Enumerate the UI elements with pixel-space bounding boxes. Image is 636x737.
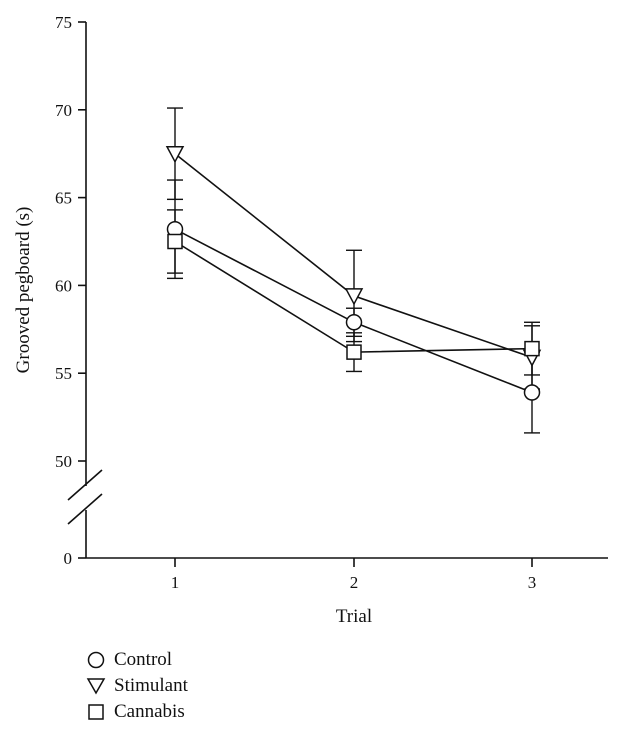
circle-marker-icon — [87, 651, 105, 669]
legend-label-control: Control — [114, 649, 173, 670]
y-axis-title: Grooved pegboard (s) — [13, 207, 34, 374]
markers-control — [166, 220, 541, 401]
axis-break — [67, 469, 103, 525]
x-ticks: 1 2 3 — [171, 558, 537, 592]
data-point — [345, 314, 363, 331]
data-point — [524, 340, 540, 357]
legend-label-stimulant: Stimulant — [114, 675, 188, 696]
x-tick-label: 2 — [350, 573, 359, 592]
series-layer — [165, 107, 542, 434]
x-tick-label: 1 — [171, 573, 180, 592]
y-tick-label: 55 — [55, 364, 72, 383]
x-tick-label: 3 — [528, 573, 537, 592]
square-marker-icon — [88, 704, 104, 720]
markers-cannabis — [167, 233, 540, 360]
legend-label-cannabis: Cannabis — [114, 701, 185, 722]
triangle-down-marker-icon — [86, 678, 106, 695]
legend: Control Stimulant Cannabis — [86, 647, 188, 725]
data-point — [167, 233, 183, 250]
data-point — [165, 145, 185, 164]
y-tick-label: 0 — [64, 549, 73, 568]
y-tick-label: 50 — [55, 452, 72, 471]
y-ticks: 0 50 55 60 65 70 75 — [55, 13, 86, 568]
data-point — [346, 344, 362, 360]
legend-item-cannabis: Cannabis — [86, 699, 188, 725]
x-axis-title: Trial — [336, 606, 372, 627]
y-tick-label: 60 — [55, 276, 72, 295]
data-point — [523, 384, 541, 401]
legend-item-stimulant: Stimulant — [86, 673, 188, 699]
data-point — [344, 288, 364, 306]
chart: 0 50 55 60 65 70 75 1 2 3 Trial Grooved pegboard… — [13, 13, 608, 627]
legend-item-control: Control — [86, 647, 188, 673]
y-tick-label: 65 — [55, 189, 72, 208]
y-tick-label: 75 — [55, 13, 72, 32]
y-tick-label: 70 — [55, 101, 72, 120]
